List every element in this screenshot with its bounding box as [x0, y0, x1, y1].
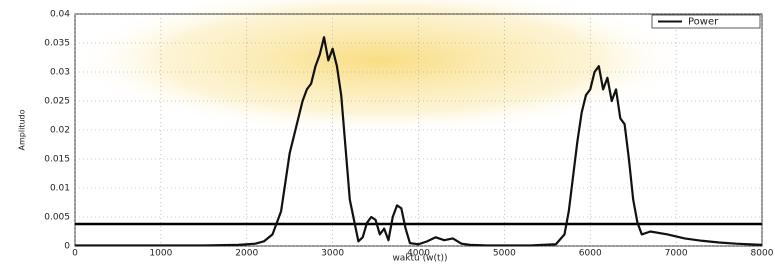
- x-tick-label: 2000: [235, 249, 258, 259]
- y-tick-label: 0.015: [44, 155, 70, 165]
- y-tick-label: 0.01: [50, 184, 70, 194]
- x-tick-label: 1000: [149, 249, 172, 259]
- y-tick-label: 0.005: [44, 213, 70, 223]
- x-tick-label: 4000: [407, 249, 430, 259]
- x-tick-label: 5000: [493, 249, 516, 259]
- y-tick-label: 0.025: [44, 97, 70, 107]
- y-tick-label: 0: [64, 242, 70, 252]
- y-axis-label: Amplitudo: [18, 109, 27, 150]
- chart: waktu (w(t)) Amplitudo 00.0050.010.0150.…: [0, 0, 775, 263]
- y-tick-label: 0.02: [50, 126, 70, 136]
- x-tick-label: 6000: [579, 249, 602, 259]
- x-tick-label: 0: [72, 249, 78, 259]
- y-tick-label: 0.035: [44, 39, 70, 49]
- legend-label: Power: [688, 17, 719, 28]
- y-tick-label: 0.04: [50, 10, 70, 20]
- x-tick-label: 8000: [751, 249, 774, 259]
- y-tick-label: 0.03: [50, 68, 70, 78]
- x-tick-label: 7000: [665, 249, 688, 259]
- x-tick-label: 3000: [321, 249, 344, 259]
